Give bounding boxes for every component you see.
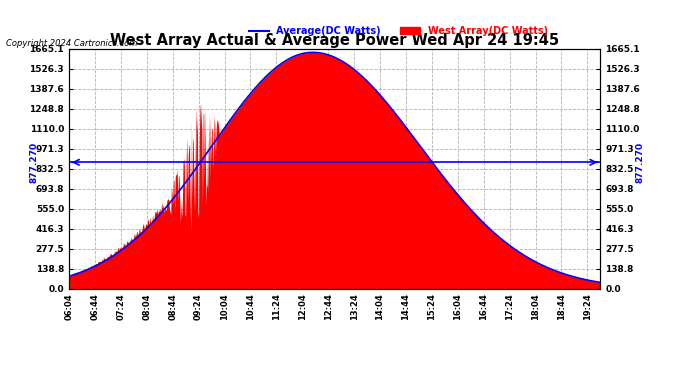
Legend: Average(DC Watts), West Array(DC Watts): Average(DC Watts), West Array(DC Watts) — [245, 22, 551, 40]
Title: West Array Actual & Average Power Wed Apr 24 19:45: West Array Actual & Average Power Wed Ap… — [110, 33, 559, 48]
Text: 877.270: 877.270 — [635, 142, 644, 183]
Text: 877.270: 877.270 — [30, 142, 39, 183]
Text: Copyright 2024 Cartronics.com: Copyright 2024 Cartronics.com — [6, 39, 137, 48]
